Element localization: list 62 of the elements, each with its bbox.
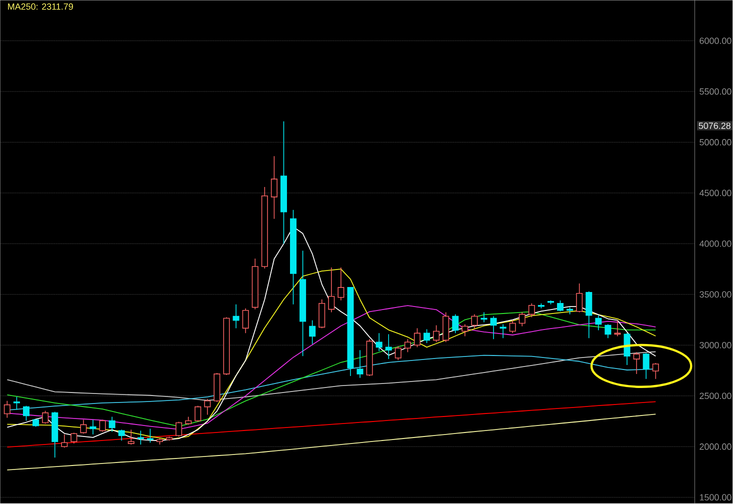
candlestick (4, 400, 10, 418)
candlestick (176, 421, 182, 438)
y-tick-label: 4500.00 (699, 190, 732, 196)
candlestick (633, 352, 640, 374)
candlestick (509, 320, 516, 334)
candlestick (595, 314, 602, 331)
candlestick (404, 338, 411, 353)
candlestick (442, 312, 450, 343)
candlestick (70, 432, 78, 444)
candlestick (328, 267, 335, 313)
y-tick-label: 1500.00 (700, 494, 732, 501)
y-tick-label: 3000.00 (700, 342, 732, 348)
y-tick-label: 3500.00 (700, 291, 732, 298)
y-tick-label: 2500.00 (700, 392, 732, 400)
candlestick (576, 283, 583, 313)
candlestick (518, 312, 526, 327)
candlestick (90, 419, 96, 435)
candlestick (118, 429, 125, 442)
candlestick (146, 428, 154, 444)
candlestick (480, 312, 488, 323)
candlestick (137, 430, 144, 446)
candlestick (414, 328, 420, 348)
candlestick (452, 314, 459, 334)
candlestick (433, 324, 440, 343)
candlestick (22, 405, 30, 422)
y-tick-label: 2000.00 (700, 444, 732, 450)
candlestick (338, 267, 344, 301)
candlestick (108, 416, 116, 432)
candlestick (490, 316, 497, 340)
candlestick (42, 410, 49, 424)
candlestick (394, 346, 402, 361)
candlestick (194, 405, 202, 422)
y-tick-label: 5500.00 (700, 88, 732, 95)
y-tick-label: 4000.00 (699, 240, 732, 247)
candlestick (356, 350, 364, 378)
annotation: MA250: 2311.79 (8, 3, 73, 10)
candlestick (614, 320, 621, 337)
candlestick (61, 434, 68, 448)
candlestick (318, 299, 326, 329)
candlestick (557, 300, 564, 312)
candlestick (80, 419, 87, 434)
text: 5076.28 (698, 122, 730, 130)
candlestick (242, 308, 249, 334)
candlestick (642, 352, 650, 380)
candlestick (385, 334, 392, 360)
candlestick (204, 398, 211, 416)
candlestick (471, 314, 478, 329)
candlestick (528, 303, 535, 318)
candlestick (128, 429, 134, 446)
y-tick-label: 6000.00 (700, 38, 732, 44)
candlestick (376, 332, 382, 352)
y-tick-label: 5000.00 (700, 139, 732, 146)
candlestick (604, 324, 612, 339)
candlestick (270, 156, 278, 220)
candlestick (652, 362, 659, 380)
candlestick (232, 304, 240, 329)
candlestick (424, 328, 430, 344)
candlestick (462, 324, 468, 337)
candlestick (586, 291, 592, 339)
candlestick (13, 396, 20, 410)
candlestick (99, 419, 106, 432)
candlestick (309, 320, 316, 345)
